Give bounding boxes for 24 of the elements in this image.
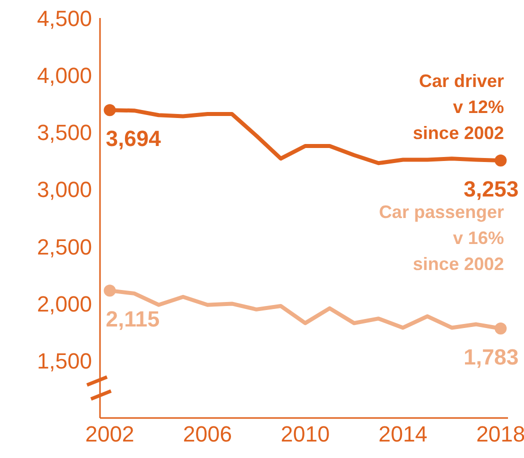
text: Car passenger: [378, 202, 504, 222]
y-tick-label: 4,500: [36, 6, 92, 31]
data-label: 1,783: [464, 344, 519, 370]
text: Car driver: [418, 70, 504, 94]
y-tick-label: 2,500: [36, 234, 92, 260]
point: [494, 154, 507, 167]
y-tick-label: 3,500: [36, 120, 92, 146]
y-tick-label: 3,000: [36, 177, 92, 202]
y-tick-label: 2,000: [36, 292, 92, 317]
point: [104, 104, 116, 116]
point: [104, 284, 116, 297]
x-tick-label: 2006: [183, 422, 232, 447]
y-tick-label: 4,000: [36, 62, 92, 88]
data-label: 3,253: [464, 176, 519, 202]
annotation: v 16% since 2002: [412, 226, 504, 276]
data-label: 3,694: [106, 126, 162, 152]
y-tick-label: 1,500: [36, 348, 92, 374]
x-tick-label: 2014: [378, 422, 428, 447]
x-tick-label: 2002: [85, 422, 134, 447]
data-label: 2,115: [106, 306, 160, 332]
x-tick-label: 2018: [476, 422, 524, 447]
point: [494, 322, 507, 335]
annotation: v 12% since 2002: [412, 96, 504, 146]
x-tick-label: 2010: [280, 422, 330, 447]
